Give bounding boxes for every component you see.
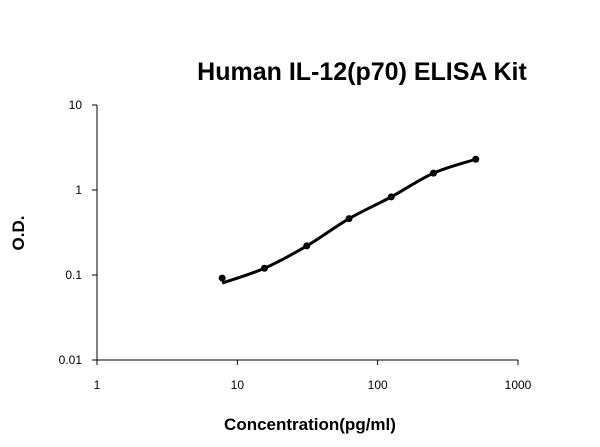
data-point [260, 264, 268, 272]
data-point [218, 274, 226, 282]
y-axis-label: O.D. [9, 216, 28, 251]
y-tick-label: 0.01 [59, 353, 83, 367]
data-point [345, 215, 353, 223]
x-tick-label: 1 [94, 378, 101, 392]
data-point [430, 169, 438, 177]
x-axis-label: Concentration(pg/ml) [224, 415, 396, 434]
y-tick-label: 10 [69, 98, 83, 112]
data-point [303, 242, 311, 250]
data-point [387, 193, 395, 201]
chart-title: Human IL-12(p70) ELISA Kit [197, 58, 527, 86]
y-tick-label: 0.1 [65, 268, 82, 282]
axes [96, 105, 518, 361]
data-point [472, 155, 480, 163]
y-tick-label: 1 [75, 183, 82, 197]
x-tick-label: 1000 [505, 378, 532, 392]
x-tick-label: 100 [368, 378, 388, 392]
x-tick-label: 10 [231, 378, 245, 392]
